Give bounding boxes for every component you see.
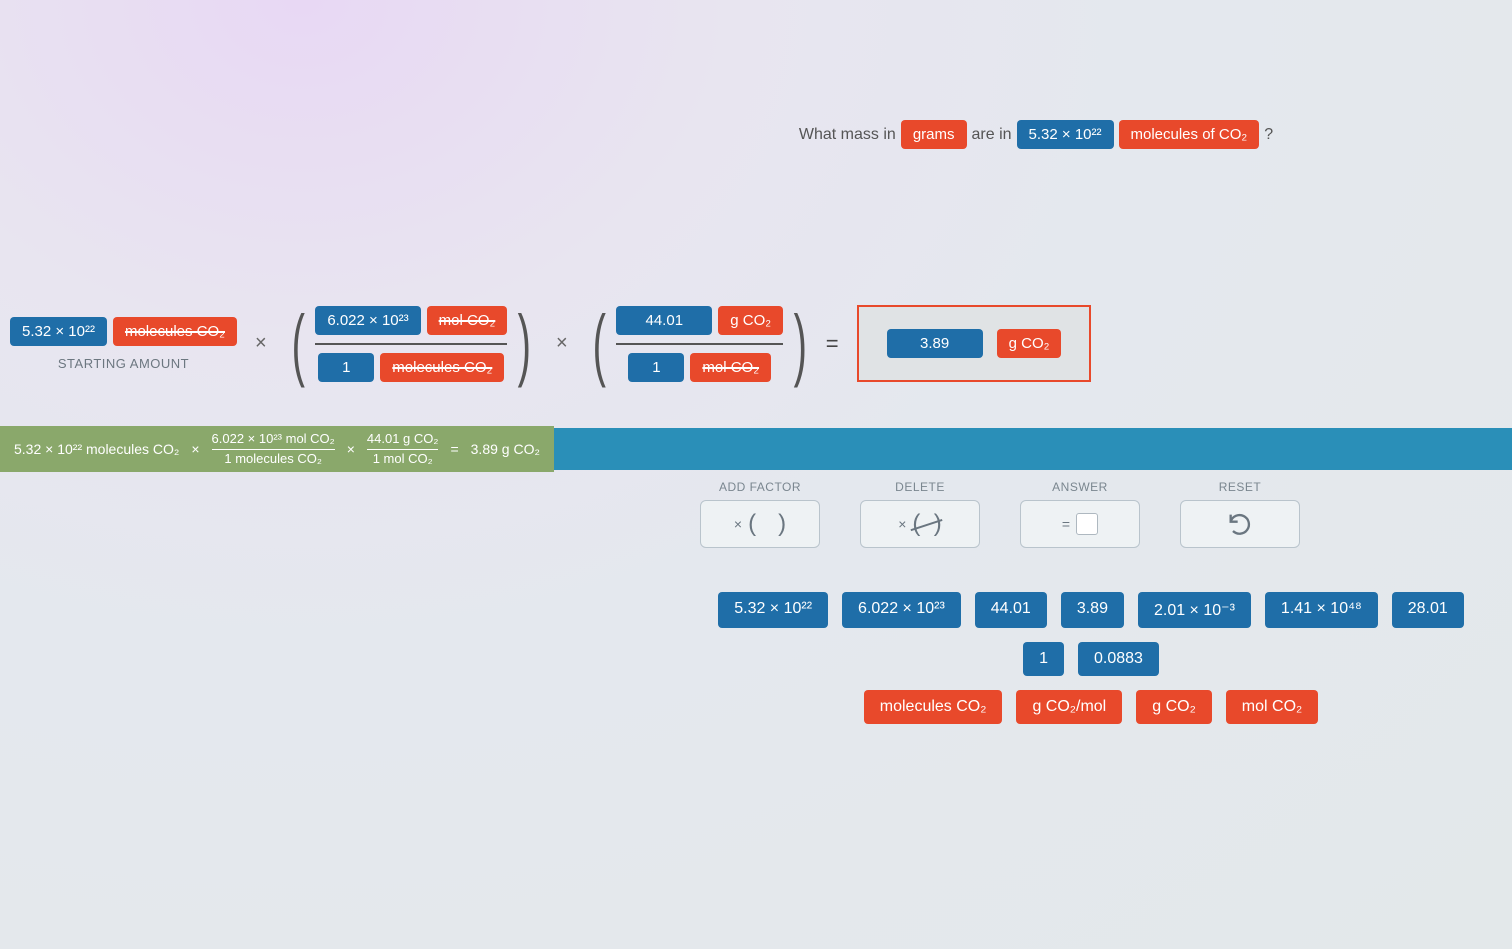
multiply-sign: × xyxy=(249,332,273,355)
factor1-bot-unit[interactable]: molecules CO₂ xyxy=(380,353,504,382)
answer-button[interactable]: = xyxy=(1020,500,1140,548)
paren-close-icon: ) xyxy=(518,324,531,364)
summary-f1-bot: 1 molecules CO₂ xyxy=(224,452,322,466)
picker-number[interactable]: 3.89 xyxy=(1061,592,1124,628)
factor-1: ( 6.022 × 10²³ mol CO₂ 1 molecules CO₂ ) xyxy=(285,306,538,382)
picker-unit[interactable]: molecules CO₂ xyxy=(864,690,1003,724)
picker-number[interactable]: 5.32 × 10²² xyxy=(718,592,828,628)
picker-unit[interactable]: mol CO₂ xyxy=(1226,690,1318,724)
control-delete: DELETE × ( ) xyxy=(860,480,980,548)
picker-number[interactable]: 6.022 × 10²³ xyxy=(842,592,961,628)
control-add-factor: ADD FACTOR × ( ) xyxy=(700,480,820,548)
fraction-line xyxy=(367,449,439,450)
picker-unit[interactable]: g CO₂ xyxy=(1136,690,1212,724)
equals-icon: = xyxy=(1062,516,1070,532)
multiply-sign: × xyxy=(550,332,574,355)
factor2-top-value[interactable]: 44.01 xyxy=(616,306,712,335)
answer-label: ANSWER xyxy=(1052,480,1108,494)
controls-row: ADD FACTOR × ( ) DELETE × ( ) ANSWER = R… xyxy=(700,480,1472,548)
add-factor-button[interactable]: × ( ) xyxy=(700,500,820,548)
multiply-sign: × xyxy=(191,441,199,457)
summary-equation: 5.32 × 10²² molecules CO₂ × 6.022 × 10²³… xyxy=(0,426,554,472)
fraction-line xyxy=(616,343,783,345)
summary-f1-top: 6.022 × 10²³ mol CO₂ xyxy=(212,432,335,446)
summary-start: 5.32 × 10²² molecules CO₂ xyxy=(14,441,179,457)
question-mid: are in xyxy=(972,126,1012,144)
factor1-bot-value[interactable]: 1 xyxy=(318,353,374,382)
reset-label: RESET xyxy=(1219,480,1262,494)
paren-close-icon: ) xyxy=(778,510,786,538)
starting-amount-block: 5.32 × 10²² molecules CO₂ STARTING AMOUN… xyxy=(10,317,237,371)
equation-row: 5.32 × 10²² molecules CO₂ STARTING AMOUN… xyxy=(10,305,1502,382)
paren-open-icon: ( xyxy=(748,510,756,538)
picker-unit[interactable]: g CO₂/mol xyxy=(1016,690,1122,724)
number-picker-row-1: 5.32 × 10²² 6.022 × 10²³ 44.01 3.89 2.01… xyxy=(718,592,1464,628)
number-picker-row-2: 1 0.0883 xyxy=(1023,642,1159,676)
equals-sign: = xyxy=(450,441,458,457)
factor-2: ( 44.01 g CO₂ 1 mol CO₂ ) xyxy=(586,306,814,382)
question: What mass in grams are in 5.32 × 10²² mo… xyxy=(0,120,1512,149)
question-chip-molecules: molecules of CO₂ xyxy=(1119,120,1260,149)
result-value-chip[interactable]: 3.89 xyxy=(887,329,983,358)
result-box: 3.89 g CO₂ xyxy=(857,305,1092,382)
factor2-bot-value[interactable]: 1 xyxy=(628,353,684,382)
question-prefix: What mass in xyxy=(799,126,896,144)
reset-button[interactable] xyxy=(1180,500,1300,548)
starting-amount-label: STARTING AMOUNT xyxy=(58,356,189,371)
picker-number[interactable]: 0.0883 xyxy=(1078,642,1159,676)
start-value-chip[interactable]: 5.32 × 10²² xyxy=(10,317,107,346)
equals-sign: = xyxy=(826,331,839,357)
picker-number[interactable]: 28.01 xyxy=(1392,592,1464,628)
summary-fraction-2: 44.01 g CO₂ 1 mol CO₂ xyxy=(367,432,439,466)
factor1-top-unit[interactable]: mol CO₂ xyxy=(427,306,508,335)
paren-open-icon: ( xyxy=(291,324,304,364)
multiply-icon: × xyxy=(898,516,906,532)
control-reset: RESET xyxy=(1180,480,1300,548)
paren-open-icon: ( xyxy=(592,324,605,364)
summary-f2-top: 44.01 g CO₂ xyxy=(367,432,439,446)
paren-close-icon: ) xyxy=(794,324,807,364)
summary-fraction-1: 6.022 × 10²³ mol CO₂ 1 molecules CO₂ xyxy=(212,432,335,466)
delete-label: DELETE xyxy=(895,480,945,494)
picker-number[interactable]: 2.01 × 10⁻³ xyxy=(1138,592,1251,628)
result-unit-chip[interactable]: g CO₂ xyxy=(997,329,1062,358)
summary-result: 3.89 g CO₂ xyxy=(471,441,540,457)
unit-picker-row: molecules CO₂ g CO₂/mol g CO₂ mol CO₂ xyxy=(864,690,1318,724)
answer-box-icon xyxy=(1076,513,1098,535)
add-factor-label: ADD FACTOR xyxy=(719,480,801,494)
undo-icon xyxy=(1226,510,1254,538)
picker-number[interactable]: 44.01 xyxy=(975,592,1047,628)
strike-paren-icon: ( ) xyxy=(912,510,941,538)
multiply-icon: × xyxy=(734,516,742,532)
picker-number[interactable]: 1.41 × 10⁴⁸ xyxy=(1265,592,1378,628)
question-suffix: ? xyxy=(1264,126,1273,144)
picker-number[interactable]: 1 xyxy=(1023,642,1064,676)
fraction-line xyxy=(315,343,507,345)
control-answer: ANSWER = xyxy=(1020,480,1140,548)
factor2-top-unit[interactable]: g CO₂ xyxy=(718,306,783,335)
delete-button[interactable]: × ( ) xyxy=(860,500,980,548)
question-chip-grams: grams xyxy=(901,120,967,149)
factor1-top-value[interactable]: 6.022 × 10²³ xyxy=(315,306,420,335)
start-unit-chip[interactable]: molecules CO₂ xyxy=(113,317,237,346)
summary-f2-bot: 1 mol CO₂ xyxy=(373,452,433,466)
fraction-line xyxy=(212,449,335,450)
factor2-bot-unit[interactable]: mol CO₂ xyxy=(690,353,771,382)
question-chip-value: 5.32 × 10²² xyxy=(1017,120,1114,149)
picker-area: 5.32 × 10²² 6.022 × 10²³ 44.01 3.89 2.01… xyxy=(690,592,1492,724)
multiply-sign: × xyxy=(347,441,355,457)
